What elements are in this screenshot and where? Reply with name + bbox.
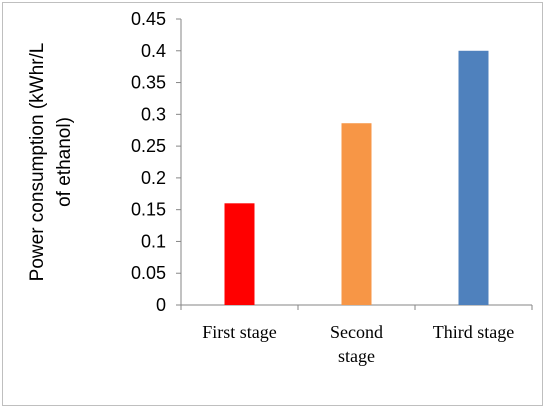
y-axis-title-line: Power consumption (kWhr/L <box>27 43 48 282</box>
y-tick-label: 0.15 <box>131 200 166 220</box>
chart-frame <box>2 2 543 406</box>
x-category-label: First stage <box>202 322 277 342</box>
x-category-label: Second <box>330 322 383 342</box>
y-tick-label: 0.35 <box>131 73 166 93</box>
x-category-label: stage <box>338 346 375 366</box>
bar <box>341 123 372 305</box>
y-axis-title-line: of ethanol) <box>54 117 75 207</box>
bar <box>224 203 255 305</box>
y-tick-label: 0.1 <box>141 231 166 251</box>
y-tick-label: 0.45 <box>131 9 166 29</box>
y-tick-label: 0.3 <box>141 104 166 124</box>
y-tick-label: 0.25 <box>131 136 166 156</box>
y-tick-label: 0.4 <box>141 41 166 61</box>
y-tick-label: 0.2 <box>141 168 166 188</box>
y-tick-label: 0 <box>156 295 166 315</box>
bar <box>458 50 489 306</box>
y-axis-title: Power consumption (kWhr/L of ethanol) <box>27 43 75 282</box>
x-category-label: Third stage <box>433 322 514 342</box>
y-tick-label: 0.05 <box>131 263 166 283</box>
